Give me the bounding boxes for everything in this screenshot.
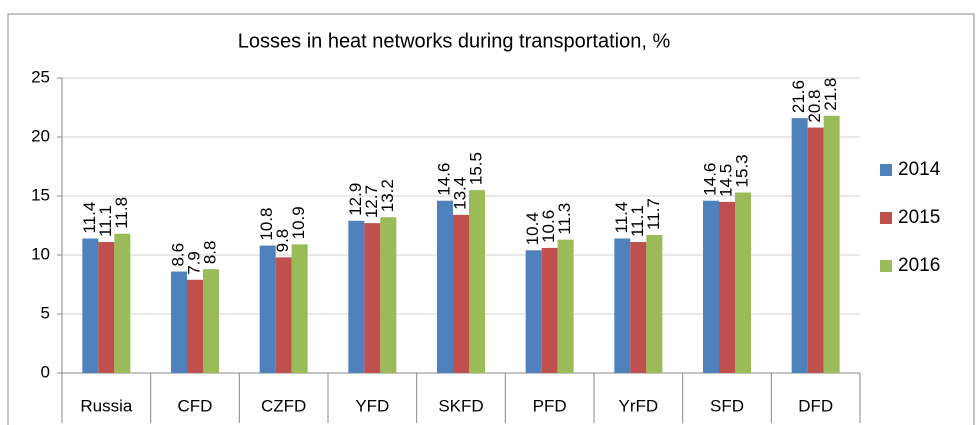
bar <box>703 200 719 373</box>
bar <box>437 200 453 373</box>
legend-label: 2016 <box>898 255 940 276</box>
bar <box>541 247 558 373</box>
x-tick-label: SFD <box>710 396 744 415</box>
bar <box>380 217 397 373</box>
data-label: 11.3 <box>555 203 574 235</box>
bar <box>719 201 735 373</box>
chart-title: Losses in heat networks during transport… <box>238 30 671 52</box>
data-label: 11.1 <box>96 205 115 237</box>
data-label: 20.8 <box>805 89 824 122</box>
x-tick-label: CFD <box>178 396 213 415</box>
bar <box>735 192 751 373</box>
y-tick-label: 10 <box>31 244 50 263</box>
bar <box>646 234 663 373</box>
data-label: 10.9 <box>289 206 308 239</box>
legend-swatch <box>880 164 892 176</box>
y-tick-label: 5 <box>41 303 50 322</box>
bar <box>275 257 292 373</box>
data-label: 13.2 <box>378 179 397 212</box>
bar <box>291 244 308 373</box>
bar <box>114 233 131 373</box>
bar <box>557 239 574 373</box>
data-label: 11.1 <box>628 205 647 237</box>
x-tick-label: YFD <box>355 396 389 415</box>
data-label: 21.6 <box>789 80 808 113</box>
bar <box>823 115 840 373</box>
bar <box>171 271 187 373</box>
data-label: 14.6 <box>700 163 719 196</box>
bar <box>98 242 115 373</box>
data-label: 14.6 <box>434 163 453 196</box>
bar <box>364 223 381 373</box>
data-label: 13.4 <box>450 177 469 210</box>
y-tick-label: 15 <box>31 185 50 204</box>
data-label: 15.5 <box>466 152 485 185</box>
data-label: 11.8 <box>112 197 131 229</box>
y-tick-label: 25 <box>31 67 50 86</box>
legend-swatch <box>880 260 892 272</box>
data-label: 12.7 <box>362 185 381 218</box>
data-label: 12.9 <box>346 183 365 216</box>
x-tick-label: YrFD <box>618 396 658 415</box>
x-tick-label: PFD <box>533 396 567 415</box>
bar <box>348 220 365 373</box>
x-tick-label: CZFD <box>261 396 306 415</box>
bar <box>614 238 631 373</box>
data-label: 10.8 <box>257 207 276 240</box>
bar <box>453 214 469 373</box>
data-label: 8.8 <box>200 241 219 265</box>
x-tick-label: SKFD <box>438 396 483 415</box>
data-label: 11.4 <box>80 202 99 234</box>
data-label: 7.9 <box>184 251 203 275</box>
x-tick-label: DFD <box>798 396 833 415</box>
data-label: 10.4 <box>523 212 542 245</box>
data-label: 9.8 <box>273 229 292 253</box>
bar <box>187 279 203 373</box>
legend-swatch <box>880 212 892 224</box>
bar <box>259 245 276 373</box>
legend-label: 2015 <box>898 207 940 228</box>
y-tick-label: 0 <box>41 362 50 381</box>
x-tick-label: Russia <box>80 396 133 415</box>
bar <box>630 242 647 373</box>
bar <box>469 190 485 373</box>
data-label: 11.7 <box>644 198 663 230</box>
data-label: 11.4 <box>612 202 631 234</box>
bar <box>82 238 99 373</box>
legend-label: 2014 <box>898 159 941 180</box>
data-label: 14.5 <box>716 164 735 197</box>
data-label: 8.6 <box>168 243 187 267</box>
data-label: 21.8 <box>821 78 840 111</box>
bar <box>525 250 542 373</box>
bar <box>203 269 219 373</box>
y-tick-label: 20 <box>31 126 50 145</box>
data-label: 15.3 <box>732 154 751 187</box>
bar <box>807 127 824 373</box>
data-label: 10.6 <box>539 210 558 243</box>
bar <box>791 118 808 374</box>
